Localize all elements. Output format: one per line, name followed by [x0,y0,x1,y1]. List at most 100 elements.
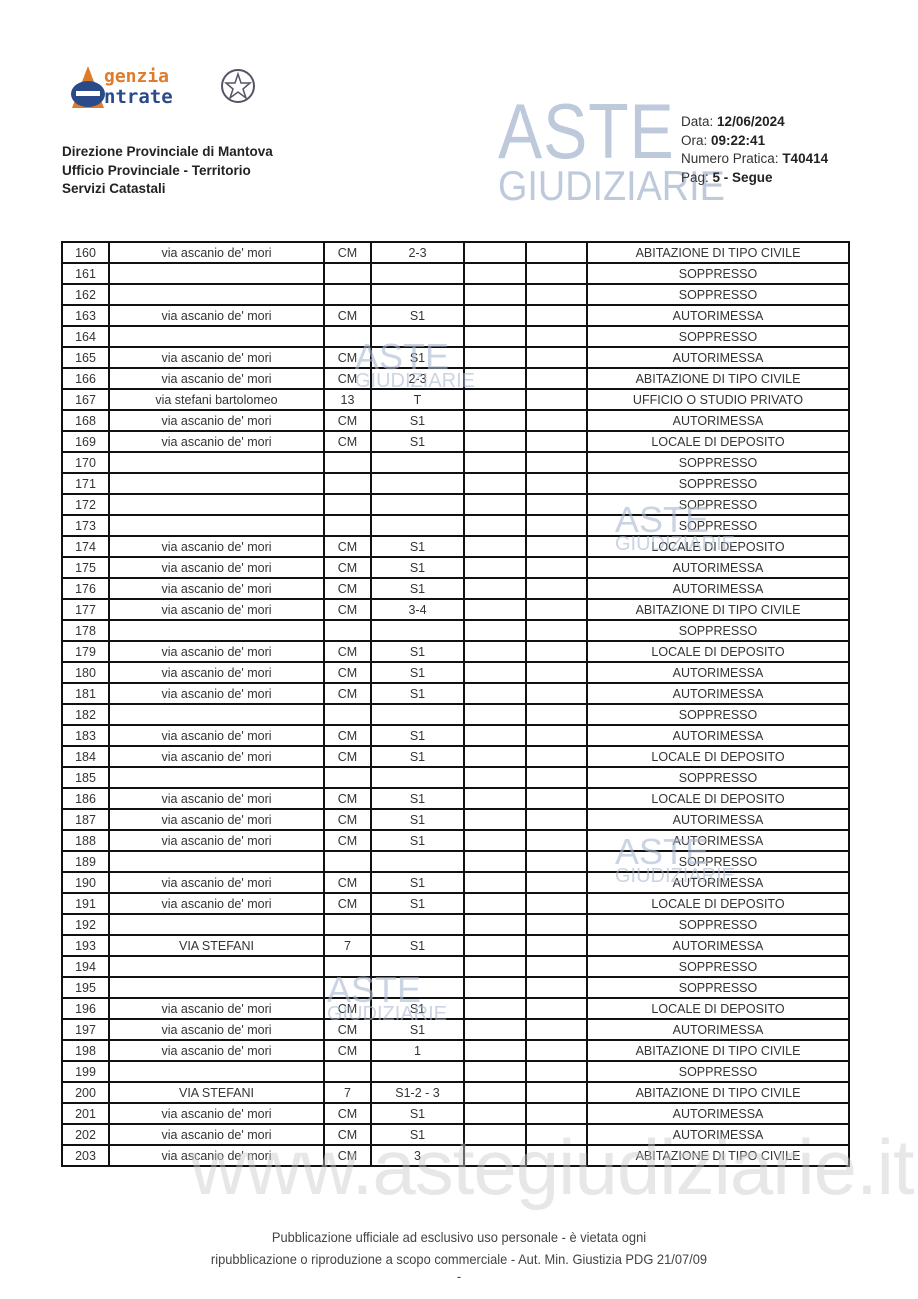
col-5 [463,514,527,537]
office-line: Direzione Provinciale di Mantova [62,144,273,159]
row-number: 166 [61,367,110,390]
table-row: 199 SOPPRESSO [61,1060,850,1083]
col-5 [463,262,527,285]
address: via ascanio de' mori [108,556,325,579]
address [108,514,325,537]
category-description: SOPPRESSO [586,472,850,495]
address: VIA STEFANI [108,934,325,957]
category-description: LOCALE DI DEPOSITO [586,430,850,453]
office-line: Servizi Catastali [62,181,166,196]
col-5 [463,493,527,516]
table-row: 172 SOPPRESSO [61,493,850,516]
floor: S1 [370,808,465,831]
category-description: SOPPRESSO [586,283,850,306]
col-5 [463,535,527,558]
col-6 [525,808,588,831]
row-number: 162 [61,283,110,306]
col-6 [525,682,588,705]
col-6 [525,871,588,894]
category-description: AUTORIMESSA [586,661,850,684]
floor [370,514,465,537]
row-number: 163 [61,304,110,327]
row-number: 194 [61,955,110,978]
col-5 [463,367,527,390]
table-row: 177 via ascanio de' mori CM 3-4 ABITAZIONE D… [61,598,850,621]
row-number: 195 [61,976,110,999]
table-row: 169 via ascanio de' mori CM S1 LOCALE DI DEP… [61,430,850,453]
address: via ascanio de' mori [108,892,325,915]
floor: S1 [370,997,465,1020]
logo-e-icon [71,66,105,108]
category-description: SOPPRESSO [586,976,850,999]
civic-number: CM [323,724,372,747]
civic-number: CM [323,1123,372,1146]
category-description: SOPPRESSO [586,1060,850,1083]
col-6 [525,1102,588,1125]
cadastral-table: 160 via ascanio de' mori CM 2-3 ABITAZIONE D… [61,241,850,1167]
value: T40414 [782,151,829,166]
col-6 [525,409,588,432]
address [108,1060,325,1083]
floor: T [370,388,465,411]
col-5 [463,451,527,474]
row-number: 181 [61,682,110,705]
table-row: 165 via ascanio de' mori CM S1 AUTORIMESSA [61,346,850,369]
row-number: 164 [61,325,110,348]
category-description: AUTORIMESSA [586,1102,850,1125]
address [108,451,325,474]
address: via ascanio de' mori [108,871,325,894]
category-description: AUTORIMESSA [586,724,850,747]
floor: S1 [370,430,465,453]
floor: S1 [370,724,465,747]
col-6 [525,388,588,411]
category-description: AUTORIMESSA [586,1123,850,1146]
row-number: 170 [61,451,110,474]
table-row: 203 via ascanio de' mori CM 3 ABITAZIONE DI … [61,1144,850,1167]
table-row: 193 VIA STEFANI 7 S1 AUTORIMESSA [61,934,850,957]
table-row: 182 SOPPRESSO [61,703,850,726]
floor: S1 [370,556,465,579]
row-number: 172 [61,493,110,516]
table-row: 163 via ascanio de' mori CM S1 AUTORIMESSA [61,304,850,327]
floor [370,451,465,474]
row-number: 161 [61,262,110,285]
table-row: 191 via ascanio de' mori CM S1 LOCALE DI DEP… [61,892,850,915]
table-row: 175 via ascanio de' mori CM S1 AUTORIMESSA [61,556,850,579]
floor: S1 [370,577,465,600]
floor [370,283,465,306]
col-5 [463,1039,527,1062]
civic-number [323,262,372,285]
address: via ascanio de' mori [108,1018,325,1041]
civic-number: CM [323,871,372,894]
floor [370,472,465,495]
category-description: AUTORIMESSA [586,346,850,369]
civic-number: CM [323,745,372,768]
category-description: SOPPRESSO [586,766,850,789]
label: Ora: [681,132,708,148]
col-6 [525,430,588,453]
col-5 [463,1144,527,1167]
category-description: ABITAZIONE DI TIPO CIVILE [586,241,850,264]
row-number: 198 [61,1039,110,1062]
table-row: 161 SOPPRESSO [61,262,850,285]
col-5 [463,976,527,999]
civic-number: CM [323,409,372,432]
office-line: Ufficio Provinciale - Territorio [62,162,251,178]
civic-number: CM [323,1039,372,1062]
table-row: 198 via ascanio de' mori CM 1 ABITAZIONE DI … [61,1039,850,1062]
row-number: 169 [61,430,110,453]
category-description: LOCALE DI DEPOSITO [586,745,850,768]
footer-line: Pubblicazione ufficiale ad esclusivo uso… [271,1229,647,1245]
col-5 [463,241,527,264]
table-row: 188 via ascanio de' mori CM S1 AUTORIMESSA [61,829,850,852]
table-row: 189 SOPPRESSO [61,850,850,873]
address: via ascanio de' mori [108,241,325,264]
table-row: 201 via ascanio de' mori CM S1 AUTORIMESSA [61,1102,850,1125]
civic-number: CM [323,430,372,453]
footer-line: - [456,1268,462,1284]
table-row: 183 via ascanio de' mori CM S1 AUTORIMESSA [61,724,850,747]
col-5 [463,829,527,852]
row-number: 175 [61,556,110,579]
floor [370,703,465,726]
category-description: LOCALE DI DEPOSITO [586,997,850,1020]
